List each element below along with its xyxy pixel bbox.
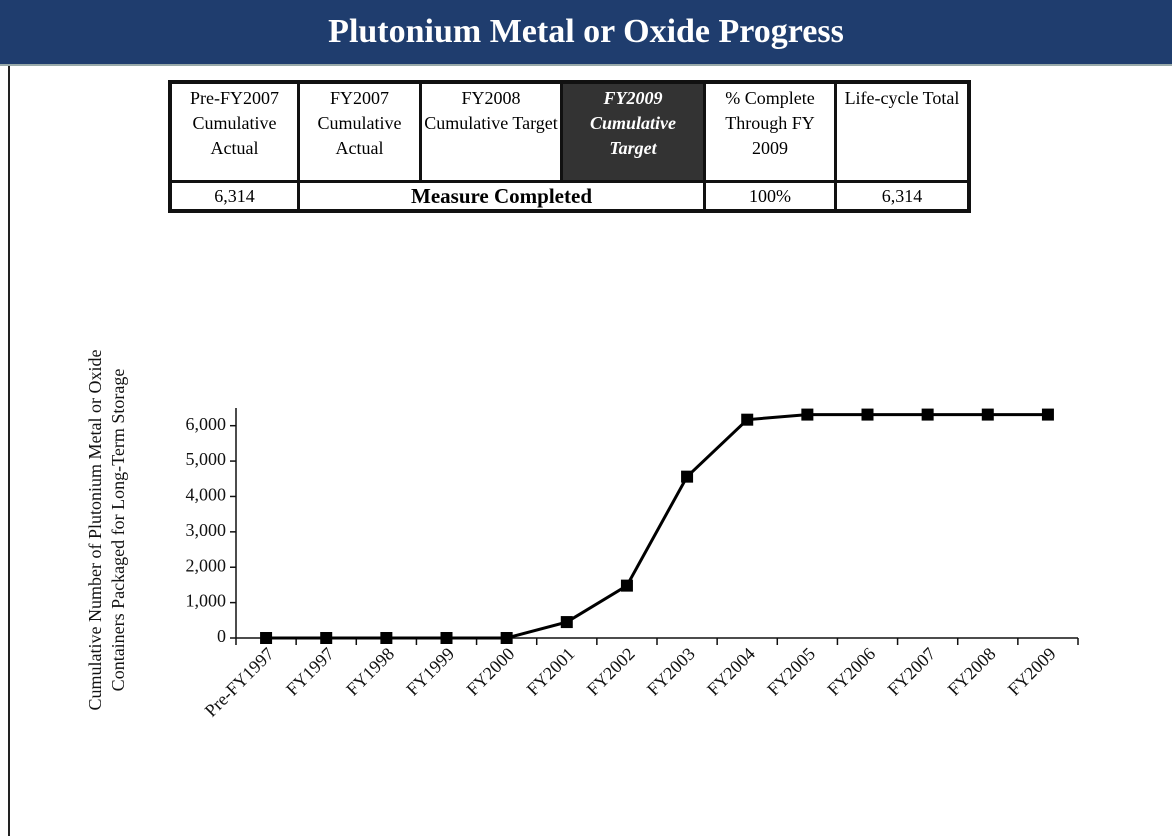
y-tick-label: 5,000 <box>186 449 227 469</box>
progress-table: Pre-FY2007 Cumulative Actual FY2007 Cumu… <box>168 80 971 213</box>
header-cell: Pre-FY2007 Cumulative Actual <box>168 80 300 183</box>
y-axis-label: Cumulative Number of Plutonium Metal or … <box>85 350 105 711</box>
header-cell: % Complete Through FY 2009 <box>703 80 837 183</box>
data-point <box>320 632 333 644</box>
data-cell: Measure Completed <box>297 180 706 213</box>
y-axis-label: Containers Packaged for Long-Term Storag… <box>108 369 128 692</box>
data-point <box>801 408 814 421</box>
header-cell: FY2007 Cumulative Actual <box>297 80 422 183</box>
y-tick-label: 1,000 <box>186 591 227 611</box>
data-point <box>440 632 453 644</box>
y-tick-label: 3,000 <box>186 520 227 540</box>
data-point <box>560 616 573 629</box>
slide-title: Plutonium Metal or Oxide Progress <box>0 0 1172 66</box>
data-cell: 100% <box>703 180 837 213</box>
header-cell: Life-cycle Total <box>834 80 971 183</box>
header-cell: FY2009 Cumulative Target <box>560 80 706 183</box>
data-line <box>266 413 1048 640</box>
data-point <box>921 408 934 421</box>
y-tick-label: 6,000 <box>186 414 227 434</box>
data-point <box>380 632 393 644</box>
data-point <box>1041 408 1054 421</box>
x-tick-label: FY2005 <box>763 644 819 700</box>
x-tick-label: FY2002 <box>583 644 639 700</box>
x-tick-label: FY2007 <box>884 644 940 700</box>
x-tick-label: FY2009 <box>1004 644 1060 700</box>
data-point <box>741 413 754 426</box>
x-tick-label: FY1998 <box>342 644 398 700</box>
header-cell: FY2008 Cumulative Target <box>419 80 563 183</box>
x-tick-label: Pre-FY1997 <box>201 644 278 721</box>
y-tick-label: 0 <box>217 626 226 646</box>
data-point <box>681 470 694 483</box>
y-tick-label: 2,000 <box>186 555 227 575</box>
x-tick-label: FY2004 <box>703 644 759 700</box>
data-point <box>861 408 874 421</box>
data-cell: 6,314 <box>168 180 300 213</box>
data-cell: 6,314 <box>834 180 971 213</box>
x-tick-label: FY2000 <box>463 644 519 700</box>
x-tick-label: FY2003 <box>643 644 699 700</box>
data-point <box>260 632 273 644</box>
x-tick-label: FY1997 <box>282 644 338 700</box>
data-point <box>620 579 633 592</box>
data-point <box>981 408 994 421</box>
data-point <box>500 632 513 644</box>
x-tick-label: FY1999 <box>402 644 458 700</box>
x-tick-label: FY2008 <box>944 644 1000 700</box>
x-tick-label: FY2006 <box>823 644 879 700</box>
x-tick-label: FY2001 <box>523 644 579 700</box>
y-tick-label: 4,000 <box>186 485 227 505</box>
slide-frame <box>8 0 1172 836</box>
